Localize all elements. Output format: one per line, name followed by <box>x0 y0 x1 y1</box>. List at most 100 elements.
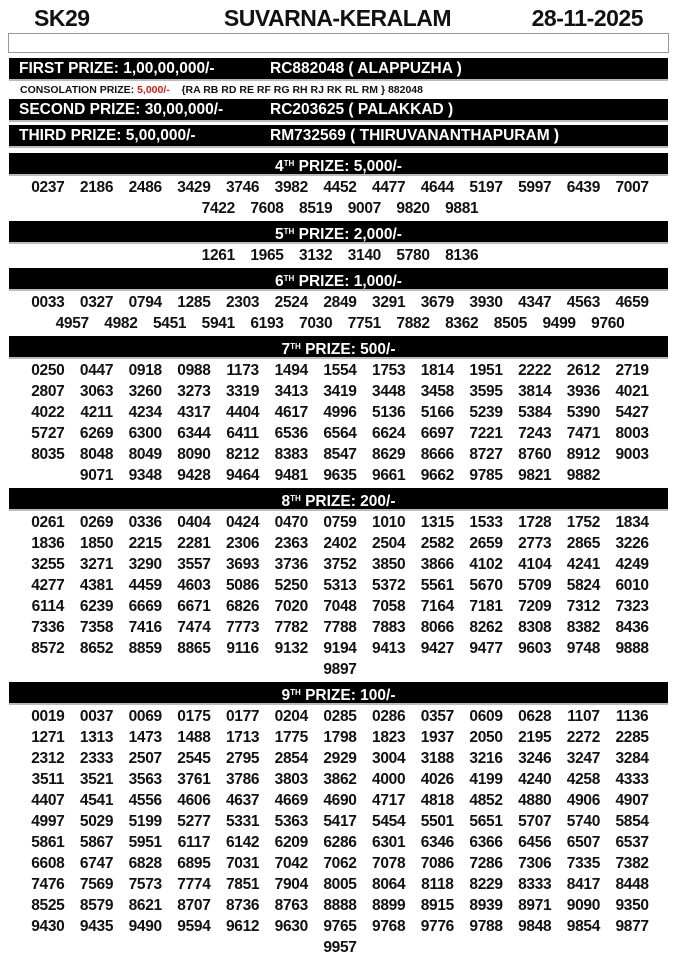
winning-number: 8652 <box>79 640 114 657</box>
winning-number: 3862 <box>323 771 357 788</box>
winning-number: 3982 <box>274 179 309 196</box>
winning-number: 9116 <box>226 640 259 657</box>
winning-number: 2524 <box>274 294 309 311</box>
winning-number: 6697 <box>420 425 455 442</box>
winning-number: 7751 <box>347 315 382 332</box>
winning-number: 0286 <box>372 708 406 725</box>
winning-number: 3448 <box>372 383 406 400</box>
winning-number: 5086 <box>225 577 260 594</box>
winning-number: 6010 <box>615 577 649 594</box>
winning-number: 7020 <box>274 598 309 615</box>
winning-number: 7788 <box>323 619 357 636</box>
winning-number: 2363 <box>274 535 309 552</box>
winning-number: 0037 <box>79 708 114 725</box>
prize-label: PRIZE: 2,000/- <box>294 226 402 243</box>
prize-ordinal-suffix: TH <box>290 688 301 697</box>
consolation-series: {RA RB RD RE RF RG RH RJ RK RL RM } 8820… <box>181 84 423 96</box>
winning-number: 5727 <box>31 425 65 442</box>
winning-number: 7181 <box>469 598 503 615</box>
winning-number: 4407 <box>31 792 65 809</box>
winning-number: 4241 <box>566 556 601 573</box>
consolation-amount: 5,000/- <box>137 84 170 96</box>
winning-number: 9194 <box>323 640 357 657</box>
winning-number: 7086 <box>420 855 455 872</box>
winning-number: 2306 <box>225 535 260 552</box>
winning-number: 5780 <box>396 247 430 264</box>
winning-number: 5951 <box>128 834 163 851</box>
winning-number: 2285 <box>615 729 649 746</box>
winning-number: 7569 <box>79 876 114 893</box>
winning-number: 5454 <box>372 813 406 830</box>
winning-number: 8505 <box>493 315 528 332</box>
winning-number: 6286 <box>323 834 357 851</box>
prize-label: PRIZE: 5,000/- <box>294 158 402 175</box>
winning-number: 6669 <box>128 598 163 615</box>
winning-number: 7221 <box>469 425 503 442</box>
winning-number: 9848 <box>518 918 552 935</box>
prize-6-numbers: 0033 0327 0794 1285 2303 2524 2849 3291 3679 3930… <box>23 291 657 336</box>
winning-number: 8579 <box>79 897 114 914</box>
winning-number: 3752 <box>323 556 357 573</box>
winning-number: 1965 <box>250 247 284 264</box>
winning-number: 9957 <box>323 939 357 956</box>
winning-number: 2849 <box>323 294 357 311</box>
result-header: SUVARNA-KERALAM SK29 28-11-2025 <box>0 0 675 33</box>
winning-number: 5561 <box>420 577 455 594</box>
winning-number: 7306 <box>518 855 552 872</box>
winning-number: 9132 <box>274 640 309 657</box>
winning-number: 6747 <box>79 855 114 872</box>
winning-number: 5166 <box>420 404 455 421</box>
winning-number: 4277 <box>31 577 65 594</box>
winning-number: 4317 <box>177 404 211 421</box>
winning-number: 3273 <box>177 383 211 400</box>
winning-number: 2333 <box>79 750 114 767</box>
winning-number: 2272 <box>566 729 601 746</box>
winning-number: 6114 <box>31 598 65 615</box>
winning-number: 3936 <box>566 383 601 400</box>
winning-number: 8572 <box>31 640 65 657</box>
winning-number: 0357 <box>420 708 455 725</box>
winning-number: 5670 <box>469 577 503 594</box>
winning-number: 5651 <box>469 813 503 830</box>
winning-number: 1836 <box>31 535 65 552</box>
winning-number: 3260 <box>128 383 163 400</box>
winning-number: 8048 <box>79 446 114 463</box>
winning-number: 0175 <box>177 708 211 725</box>
winning-number: 1951 <box>469 362 503 379</box>
winning-number: 9427 <box>420 640 455 657</box>
winning-number: 4249 <box>615 556 649 573</box>
winning-number: 2186 <box>79 179 114 196</box>
winning-number: 8308 <box>518 619 552 636</box>
winning-number: 2659 <box>469 535 503 552</box>
winning-number: 8005 <box>323 876 357 893</box>
winning-number: 9435 <box>79 918 114 935</box>
winning-number: 8262 <box>469 619 503 636</box>
third-prize-label: THIRD PRIZE: 5,00,000/- <box>19 127 196 144</box>
winning-number: 3063 <box>79 383 114 400</box>
winning-number: 9748 <box>566 640 601 657</box>
winning-number: 4603 <box>177 577 211 594</box>
winning-number: 7007 <box>615 179 649 196</box>
winning-number: 7471 <box>566 425 601 442</box>
winning-number: 3679 <box>420 294 455 311</box>
winning-number: 3290 <box>128 556 163 573</box>
winning-number: 9594 <box>177 918 211 935</box>
winning-number: 3736 <box>274 556 309 573</box>
winning-number: 9481 <box>274 467 309 484</box>
winning-number: 6828 <box>128 855 163 872</box>
winning-number: 7904 <box>274 876 309 893</box>
prize-ordinal-suffix: TH <box>283 274 295 283</box>
winning-number: 3930 <box>469 294 503 311</box>
winning-number: 2582 <box>420 535 455 552</box>
winning-number: 4381 <box>79 577 114 594</box>
winning-number: 4606 <box>177 792 211 809</box>
winning-number: 6301 <box>372 834 406 851</box>
winning-number: 9499 <box>542 315 576 332</box>
winning-number: 1554 <box>323 362 357 379</box>
winning-number: 6346 <box>420 834 455 851</box>
winning-number: 2929 <box>323 750 357 767</box>
winning-number: 6439 <box>566 179 601 196</box>
winning-number: 0759 <box>323 514 357 531</box>
winning-number: 0250 <box>31 362 65 379</box>
winning-number: 7476 <box>31 876 65 893</box>
